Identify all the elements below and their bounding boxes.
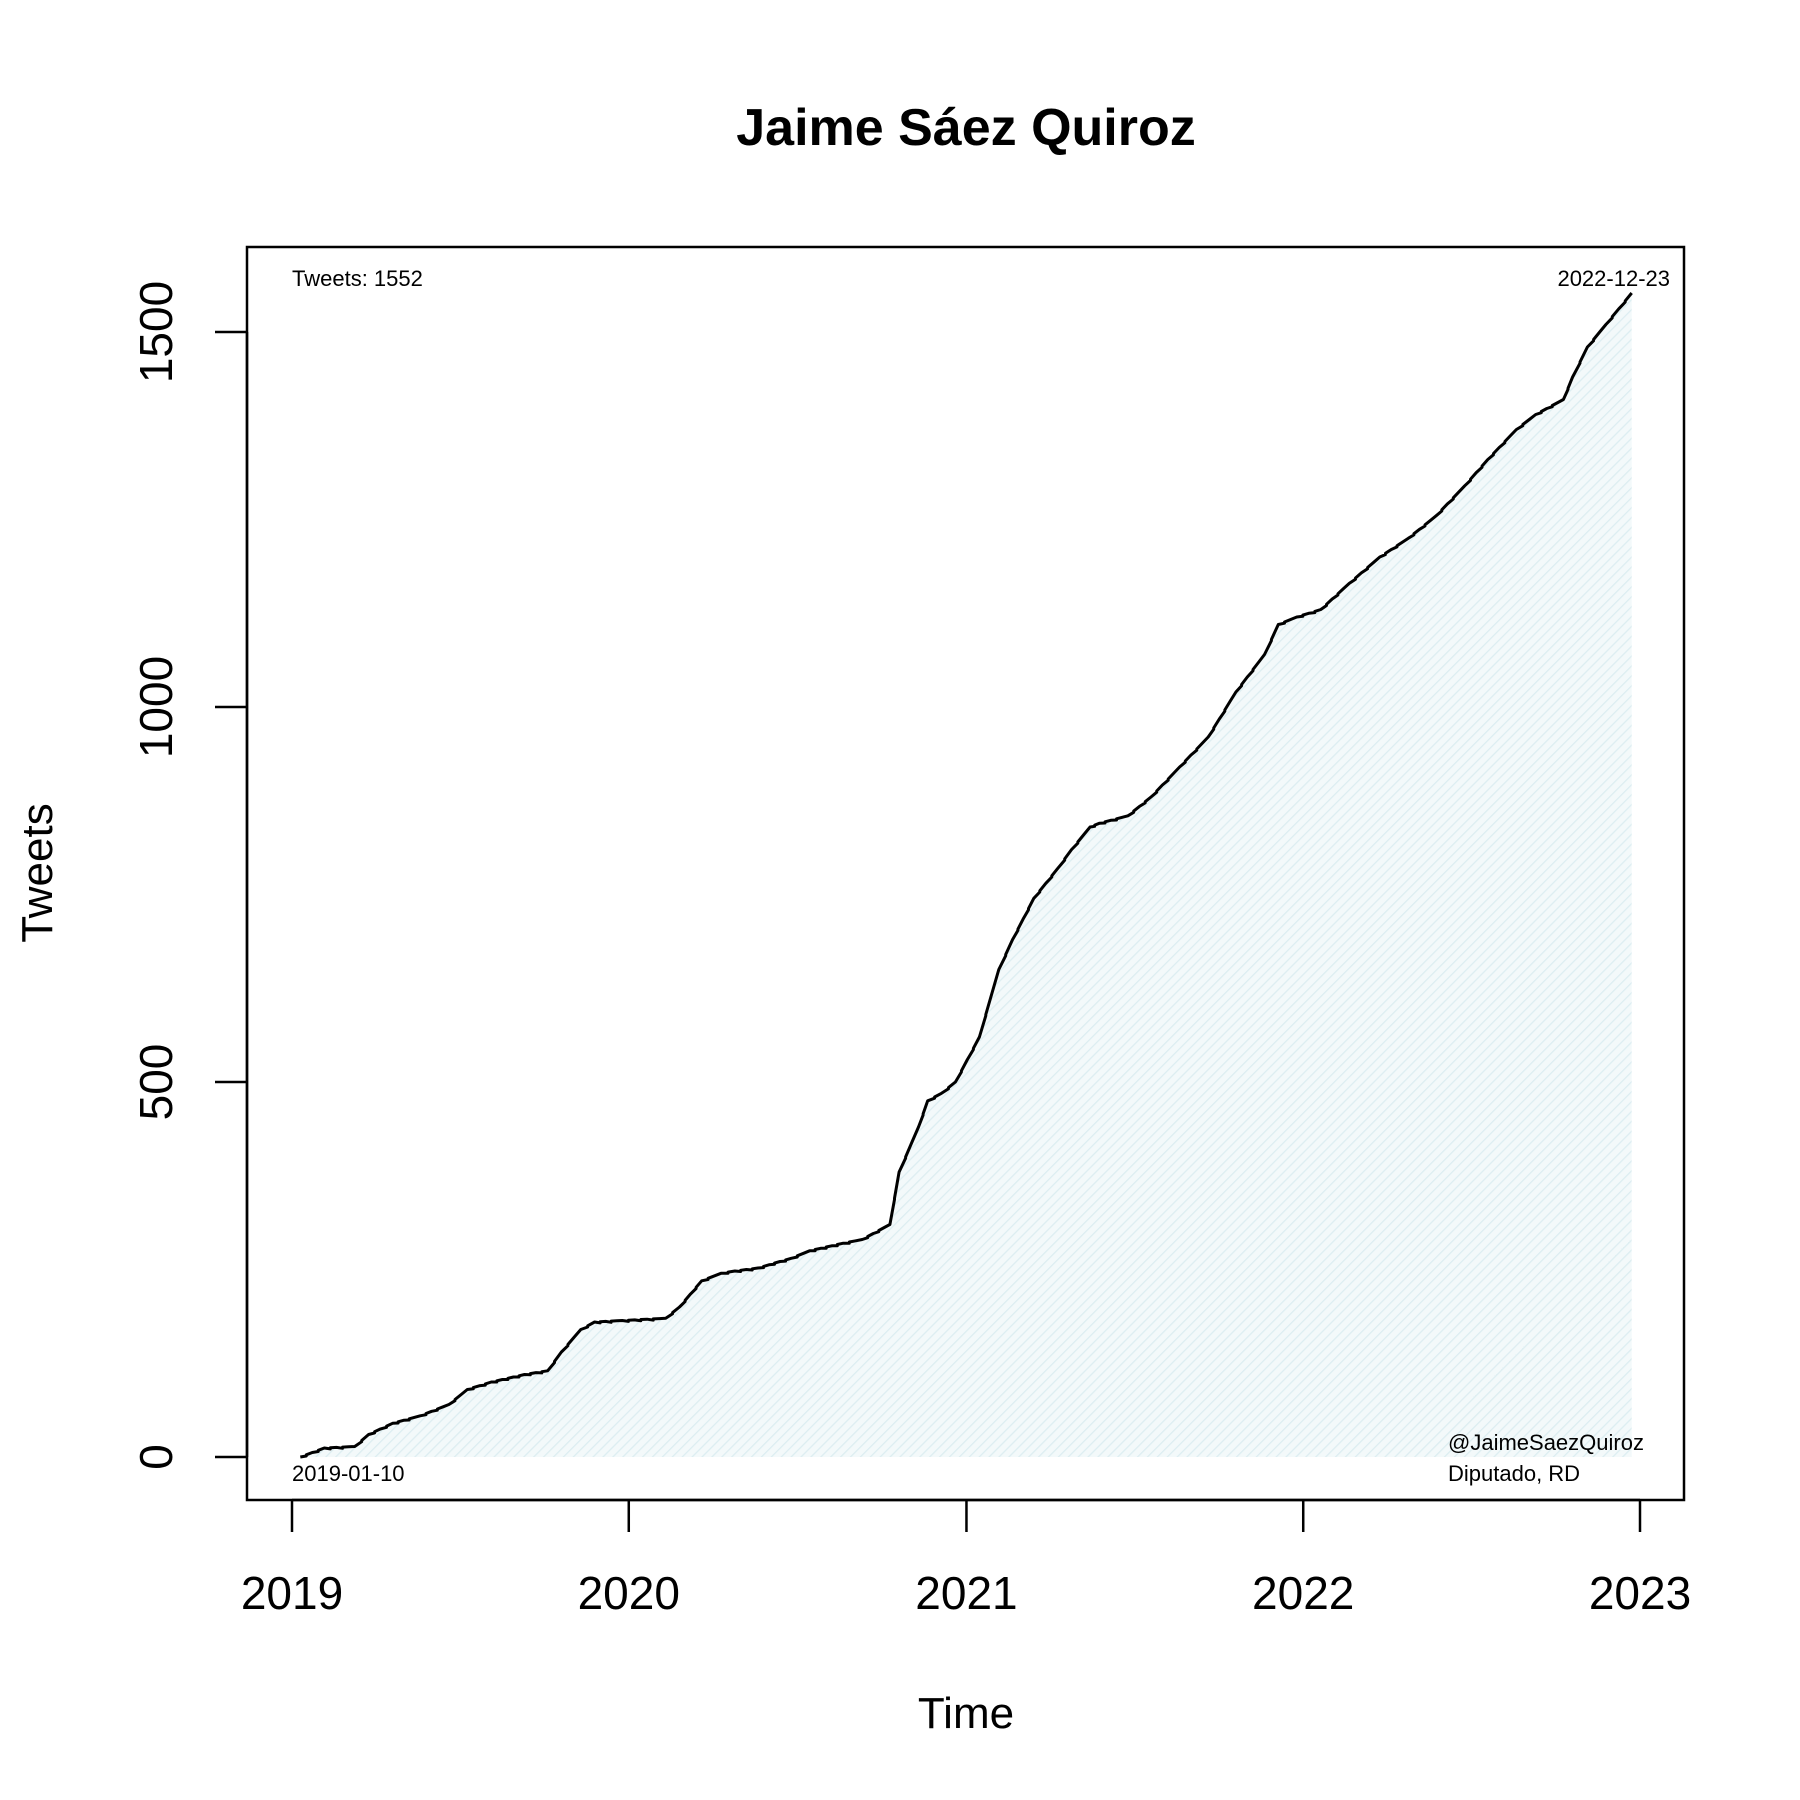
- x-tick-label-2021: 2021: [915, 1567, 1017, 1619]
- chart-title: Jaime Sáez Quiroz: [736, 99, 1196, 157]
- end-date-label: 2022-12-23: [1557, 266, 1670, 291]
- x-axis: 2019 2020 2021 2022 2023: [241, 1498, 1691, 1619]
- x-tick-label-2020: 2020: [578, 1567, 680, 1619]
- start-date-label: 2019-01-10: [292, 1461, 405, 1486]
- x-tick-label-2023: 2023: [1589, 1567, 1691, 1619]
- y-tick-label-500: 500: [130, 1044, 182, 1121]
- y-tick-label-1500: 1500: [130, 281, 182, 383]
- y-axis-title: Tweets: [13, 803, 62, 942]
- y-tick-label-1000: 1000: [130, 656, 182, 758]
- total-tweets-label: Tweets: 1552: [292, 266, 423, 291]
- account-handle-label: @JaimeSaezQuiroz: [1448, 1430, 1644, 1455]
- y-axis: 0 500 1000 1500: [130, 281, 249, 1470]
- plot-area: [300, 292, 1633, 1459]
- x-axis-title: Time: [918, 1689, 1014, 1738]
- account-role-label: Diputado, RD: [1448, 1461, 1580, 1486]
- tweets-area-fill: [300, 293, 1632, 1457]
- y-tick-label-0: 0: [130, 1444, 182, 1470]
- x-tick-label-2022: 2022: [1252, 1567, 1354, 1619]
- x-tick-label-2019: 2019: [241, 1567, 343, 1619]
- tweets-cumulative-line: [300, 292, 1633, 1459]
